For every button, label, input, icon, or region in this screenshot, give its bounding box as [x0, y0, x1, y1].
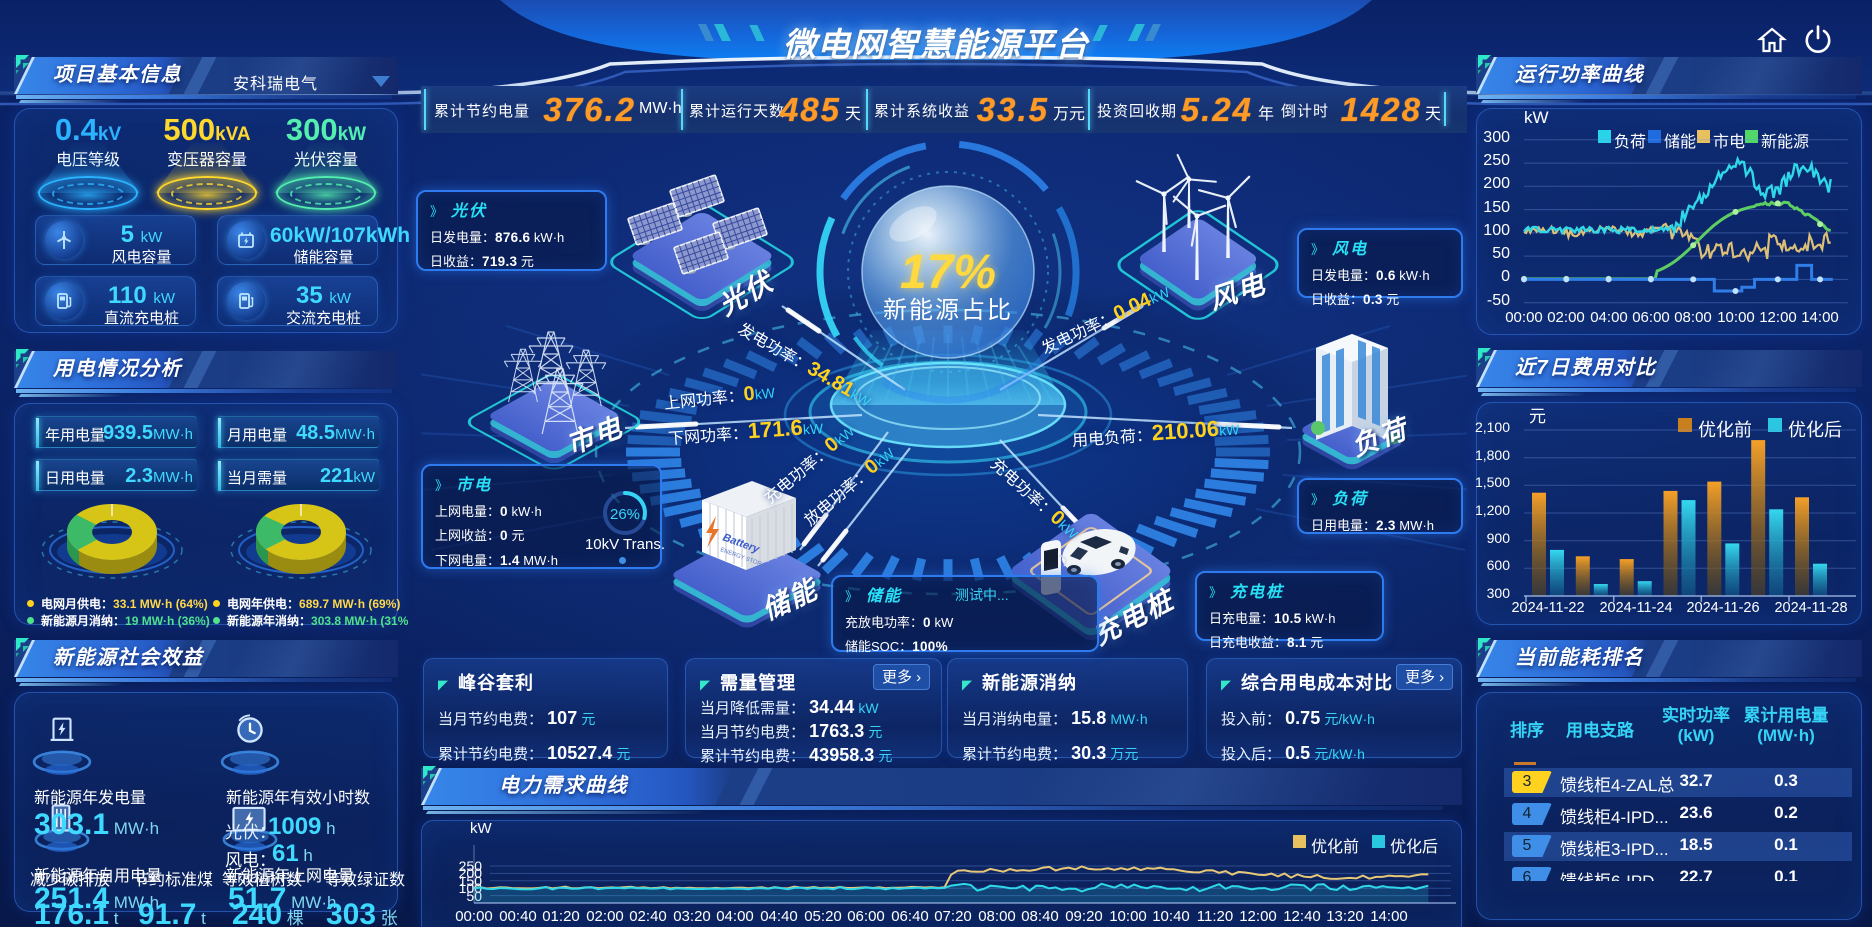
svg-text:17%: 17%: [900, 246, 996, 299]
svg-text:26%: 26%: [610, 506, 640, 523]
svg-text:新能源占比: 新能源占比: [883, 297, 1013, 324]
